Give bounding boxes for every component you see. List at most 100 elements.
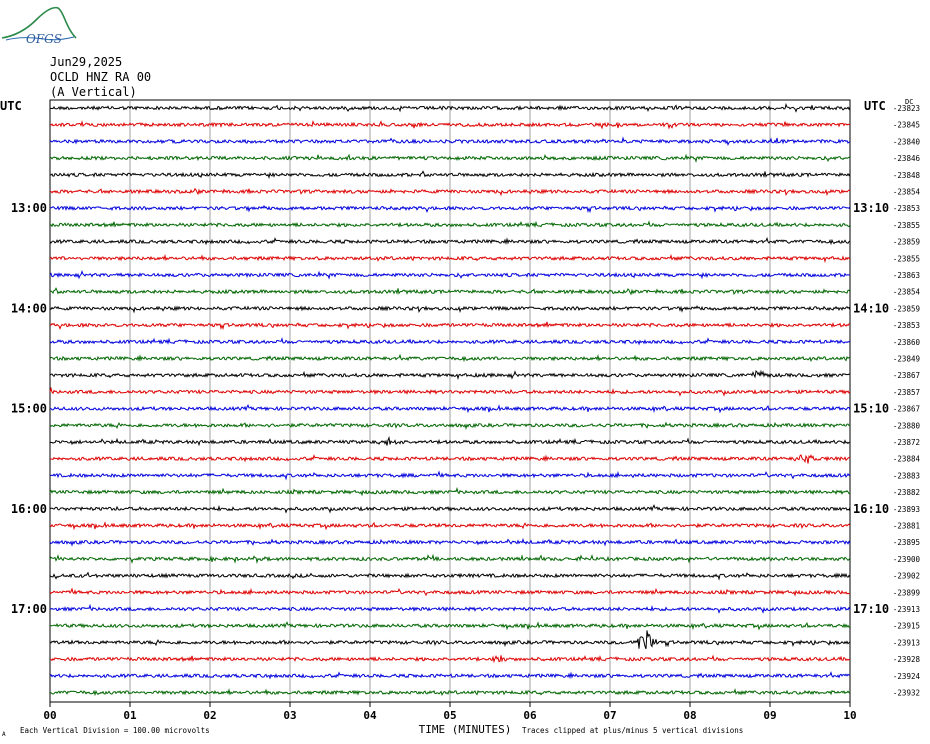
seismic-trace bbox=[49, 253, 851, 264]
dc-offset-label: -23867 bbox=[893, 405, 920, 414]
dc-offset-label: -23854 bbox=[893, 188, 921, 197]
seismic-trace bbox=[49, 353, 851, 363]
dc-offset-label: -23840 bbox=[893, 137, 921, 146]
seismic-trace bbox=[49, 630, 851, 650]
clip-note: Traces clipped at plus/minus 5 vertical … bbox=[522, 726, 743, 735]
seismic-trace bbox=[49, 486, 851, 497]
seismic-trace bbox=[49, 136, 851, 147]
station-label: OCLD HNZ RA 00 bbox=[50, 70, 152, 84]
seismic-trace bbox=[49, 504, 851, 514]
right-hour-label: 16:10 bbox=[853, 502, 889, 516]
component-label: (A Vertical) bbox=[50, 85, 137, 99]
dc-offset-label: -23854 bbox=[893, 288, 921, 297]
seismic-trace bbox=[49, 470, 851, 481]
left-hour-label: 14:00 bbox=[11, 301, 47, 315]
dc-offset-label: -23853 bbox=[893, 204, 920, 213]
dc-offset-label: -23863 bbox=[893, 271, 920, 280]
dc-offset-label: -23859 bbox=[893, 238, 920, 247]
dc-offset-label: -23915 bbox=[893, 622, 920, 631]
x-tick-label: 02 bbox=[203, 709, 216, 722]
dc-offset-label: -23857 bbox=[893, 388, 920, 397]
right-utc-label: UTC bbox=[864, 99, 886, 113]
corner-mark: A bbox=[2, 731, 6, 738]
ofgs-logo: OFGS bbox=[1, 6, 77, 46]
x-tick-label: 09 bbox=[763, 709, 776, 722]
seismic-trace bbox=[49, 654, 851, 664]
dc-offset-label: -23855 bbox=[893, 254, 920, 263]
dc-offset-label: -23860 bbox=[893, 338, 921, 347]
dc-offset-label: -23913 bbox=[893, 638, 920, 647]
left-hour-label: 17:00 bbox=[11, 602, 47, 616]
dc-header-label: DC bbox=[905, 98, 913, 106]
seismic-trace bbox=[49, 119, 851, 130]
logo-mountain-icon bbox=[1, 6, 77, 39]
left-utc-label: UTC bbox=[0, 99, 22, 113]
dc-offset-label: -23867 bbox=[893, 371, 920, 380]
seismic-trace bbox=[49, 688, 851, 697]
dc-offset-label: -23883 bbox=[893, 471, 920, 480]
x-tick-label: 06 bbox=[523, 709, 537, 722]
seismic-trace bbox=[49, 102, 851, 113]
dc-offset-label: -23880 bbox=[893, 421, 921, 430]
dc-offset-label: -23872 bbox=[893, 438, 920, 447]
dc-offset-label: -23845 bbox=[893, 121, 920, 130]
seismic-trace bbox=[49, 287, 851, 296]
seismic-trace bbox=[49, 204, 851, 214]
seismic-trace bbox=[49, 305, 851, 314]
dc-offset-label: -23899 bbox=[893, 588, 920, 597]
seismic-trace bbox=[50, 603, 851, 614]
x-tick-label: 08 bbox=[683, 709, 696, 722]
dc-offset-label: -23823 bbox=[893, 104, 920, 113]
left-hour-label: 15:00 bbox=[11, 402, 47, 416]
seismic-trace bbox=[49, 671, 851, 680]
seismic-trace bbox=[49, 454, 851, 464]
dc-offset-label: -23913 bbox=[893, 605, 920, 614]
left-hour-label: 13:00 bbox=[11, 201, 47, 215]
dc-offset-label: -23932 bbox=[893, 689, 920, 698]
scale-note: Each Vertical Division = 100.00 microvol… bbox=[20, 726, 210, 735]
x-tick-label: 05 bbox=[443, 709, 456, 722]
seismic-trace bbox=[49, 170, 851, 180]
x-axis-title: TIME (MINUTES) bbox=[419, 723, 512, 736]
seismic-trace bbox=[49, 386, 851, 397]
date-label: Jun29,2025 bbox=[50, 55, 123, 69]
seismic-trace bbox=[49, 571, 851, 581]
seismic-trace bbox=[49, 521, 851, 531]
seismic-trace bbox=[49, 220, 851, 229]
dc-offset-label: -23881 bbox=[893, 522, 920, 531]
seismic-trace bbox=[49, 337, 851, 346]
seismic-trace bbox=[49, 187, 851, 197]
x-tick-label: 10 bbox=[843, 709, 856, 722]
seismic-trace bbox=[50, 403, 851, 414]
left-hour-label: 16:00 bbox=[11, 502, 47, 516]
x-tick-label: 04 bbox=[363, 709, 377, 722]
seismic-trace bbox=[49, 587, 851, 597]
x-tick-label: 00 bbox=[43, 709, 56, 722]
seismic-trace bbox=[49, 421, 851, 430]
dc-offset-label: -23849 bbox=[893, 355, 920, 364]
dc-offset-label: -23846 bbox=[893, 154, 921, 163]
x-tick-label: 07 bbox=[603, 709, 616, 722]
dc-offset-label: -23853 bbox=[893, 321, 920, 330]
seismic-trace bbox=[50, 321, 851, 331]
dc-offset-label: -23859 bbox=[893, 304, 920, 313]
right-hour-label: 14:10 bbox=[853, 301, 889, 315]
seismic-trace bbox=[49, 435, 851, 447]
dc-offset-label: -23893 bbox=[893, 505, 920, 514]
logo-text: OFGS bbox=[26, 32, 62, 46]
dc-offset-label: -23882 bbox=[893, 488, 920, 497]
dc-offset-label: -23902 bbox=[893, 572, 920, 581]
dc-offset-label: -23924 bbox=[893, 672, 921, 681]
seismic-trace bbox=[49, 270, 851, 280]
right-hour-label: 17:10 bbox=[853, 602, 889, 616]
logo-wave-icon bbox=[5, 36, 75, 41]
dc-offset-label: -23884 bbox=[893, 455, 921, 464]
right-hour-label: 15:10 bbox=[853, 402, 889, 416]
seismic-trace bbox=[49, 553, 851, 565]
seismic-trace bbox=[49, 369, 851, 381]
seismic-trace bbox=[49, 153, 851, 163]
seismic-trace bbox=[49, 236, 851, 246]
dc-offset-label: -23848 bbox=[893, 171, 921, 180]
x-tick-label: 03 bbox=[283, 709, 296, 722]
